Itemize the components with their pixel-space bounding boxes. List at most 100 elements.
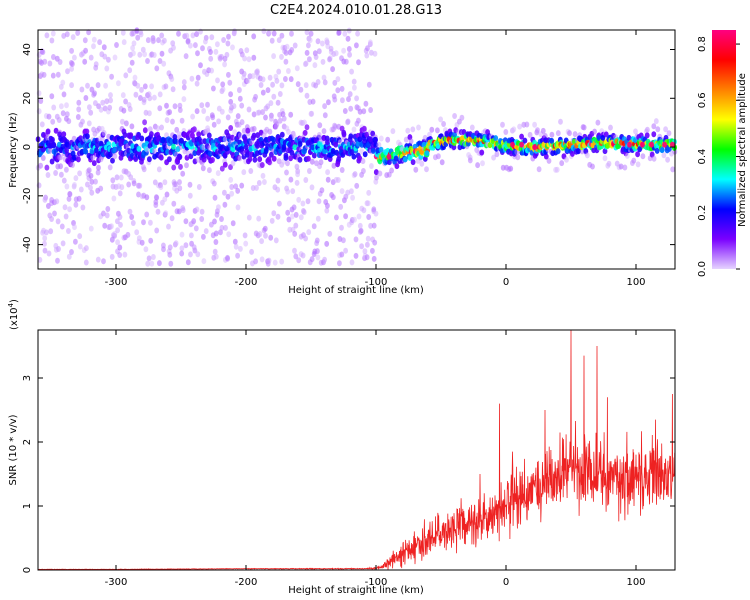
heatmap-point [297,141,303,147]
heatmap-point [88,225,94,232]
heatmap-point [194,206,200,213]
heatmap-point [152,94,157,101]
heatmap-point [303,177,309,183]
heatmap-point [128,174,134,181]
heatmap-point [564,156,569,163]
heatmap-point [339,224,344,231]
heatmap-point [286,216,292,223]
heatmap-x-tick-label: -100 [365,277,388,288]
heatmap-point [101,130,107,136]
heatmap-point [357,222,363,229]
heatmap-point [301,209,307,216]
heatmap-point [60,79,66,86]
heatmap-point [98,185,104,192]
colorbar-tick-label: 0.2 [697,205,708,221]
heatmap-point [644,132,650,139]
heatmap-point [235,113,241,120]
heatmap-point [147,156,152,163]
heatmap-point [213,239,219,245]
heatmap-point [304,124,310,131]
heatmap-point [245,127,251,134]
heatmap-point [216,204,221,211]
heatmap-point [149,83,155,90]
heatmap-point [117,244,123,251]
heatmap-point [209,112,215,119]
heatmap-point [77,170,82,177]
heatmap-point [190,32,196,39]
heatmap-point [97,39,102,46]
heatmap-point [262,179,267,185]
heatmap-point [357,136,363,143]
heatmap-point [199,216,205,222]
heatmap-point [511,126,517,133]
heatmap-point [389,167,394,174]
heatmap-point [157,91,163,98]
heatmap-point [151,254,156,260]
heatmap-point [121,39,127,46]
heatmap-point [125,231,131,238]
heatmap-point [45,128,51,135]
heatmap-point [255,142,260,149]
heatmap-point [38,162,43,169]
heatmap-point [55,257,60,264]
heatmap-point [73,238,78,245]
heatmap-y-tick-label: 0 [22,144,33,150]
heatmap-point [231,103,237,110]
heatmap-point [39,121,45,128]
heatmap-point [138,95,143,101]
heatmap-point [316,48,322,55]
heatmap-point [651,131,657,138]
heatmap-point [252,156,258,163]
heatmap-point [491,154,496,161]
heatmap-point [343,58,349,65]
heatmap-point [394,163,400,170]
heatmap-point [228,98,234,105]
heatmap-point [95,169,101,176]
heatmap-point [142,127,148,134]
heatmap-point [69,249,74,255]
heatmap-point [517,123,522,130]
heatmap-point [67,191,73,197]
heatmap-point [319,187,325,194]
heatmap-point [146,91,152,98]
heatmap-point [187,192,193,199]
heatmap-point [201,233,206,240]
heatmap-point [205,115,211,122]
heatmap-point [352,84,357,91]
heatmap-point [139,86,144,93]
heatmap-point [592,128,597,135]
heatmap-point [179,231,185,238]
heatmap-point [172,103,178,110]
heatmap-point [288,76,294,83]
heatmap-y-ticks: -40 -20 0 20 40 [22,43,675,253]
heatmap-point [285,160,290,167]
heatmap-point [104,212,110,219]
heatmap-point [225,193,231,200]
heatmap-point [170,86,176,93]
heatmap-point [205,101,210,108]
heatmap-point [294,65,300,72]
heatmap-point [265,87,271,94]
heatmap-point [49,158,55,165]
heatmap-point [67,206,72,213]
heatmap-point [42,196,48,203]
colorbar-tick-label: 0.0 [697,261,708,277]
heatmap-point [271,136,277,143]
heatmap-point [527,131,533,138]
heatmap-point [170,118,175,125]
heatmap-point [524,121,530,128]
heatmap-point [70,162,75,168]
heatmap-point [37,256,43,263]
heatmap-point [292,247,297,254]
heatmap-point [59,223,65,230]
heatmap-point [256,180,262,186]
heatmap-point [36,90,42,97]
heatmap-point [276,37,282,44]
heatmap-point [265,103,271,110]
heatmap-point [289,30,294,37]
heatmap-point [109,253,115,260]
heatmap-point [147,110,152,117]
heatmap-point [654,147,660,154]
heatmap-point [285,188,291,195]
heatmap-point [215,170,221,177]
